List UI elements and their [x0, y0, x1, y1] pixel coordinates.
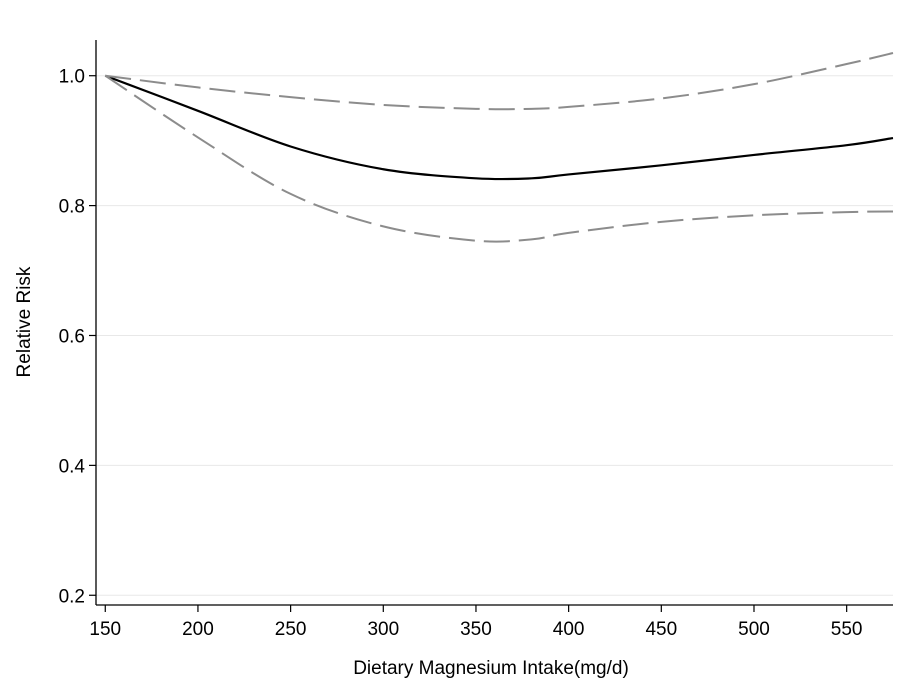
relative-risk-line: [104, 74, 894, 181]
y-tick-label: 0.4: [59, 456, 86, 477]
y-axis-ticks: 0.2 0.4 0.6 0.8 1.0: [59, 67, 96, 607]
y-tick-label: 0.6: [59, 326, 85, 347]
y-tick-label: 0.8: [59, 197, 85, 218]
x-tick-label: 400: [553, 619, 585, 640]
x-tick-label: 300: [367, 619, 399, 640]
lower-ci-line: [104, 74, 894, 243]
y-axis-title: Relative Risk: [14, 266, 35, 377]
x-tick-label: 350: [460, 619, 492, 640]
x-tick-label: 250: [275, 619, 307, 640]
y-tick-label: 0.2: [59, 586, 85, 607]
x-tick-label: 450: [645, 619, 677, 640]
x-axis-ticks: 150 200 250 300 350 400 450 500 550: [89, 605, 863, 640]
y-tick-label: 1.0: [59, 67, 85, 88]
x-tick-label: 200: [182, 619, 214, 640]
x-tick-label: 150: [89, 619, 121, 640]
series-layer: [104, 52, 894, 243]
x-tick-label: 500: [738, 619, 770, 640]
upper-ci-line: [105, 52, 894, 111]
x-tick-label: 550: [831, 619, 863, 640]
x-axis-title: Dietary Magnesium Intake(mg/d): [353, 658, 629, 679]
gridlines: [96, 75, 893, 596]
